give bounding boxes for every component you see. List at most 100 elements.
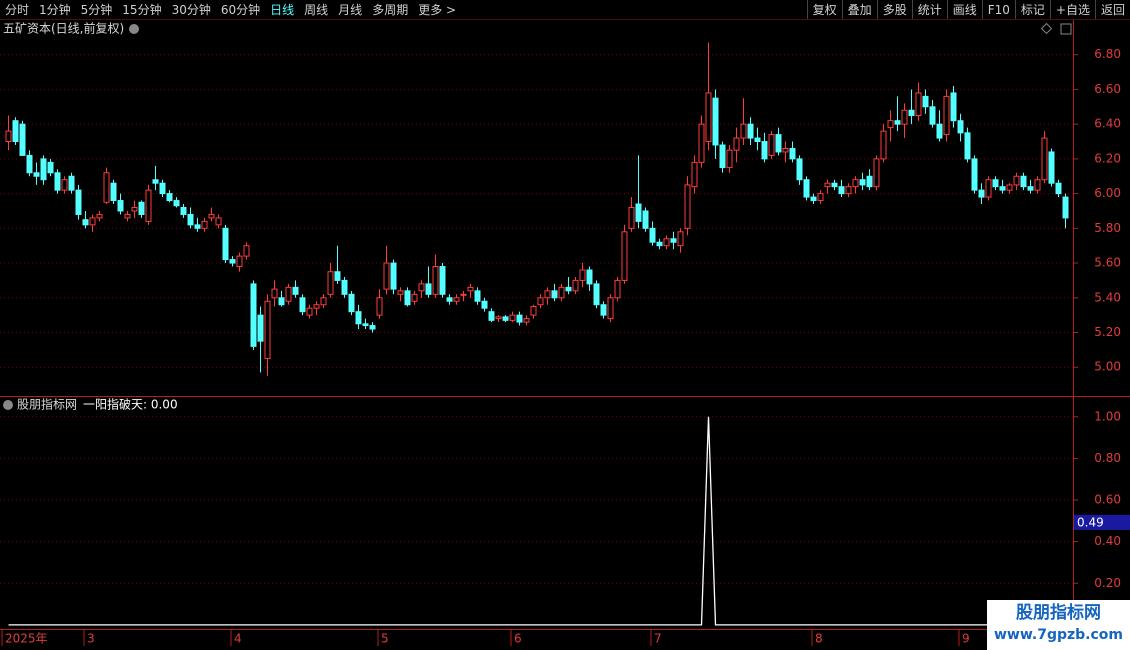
- panel-icon: [1040, 22, 1053, 35]
- candle-body: [824, 182, 831, 188]
- candle-body: [89, 217, 96, 226]
- candle-body: [572, 279, 579, 292]
- candle-body: [208, 213, 215, 219]
- toolbar-button[interactable]: 5分钟: [80, 3, 113, 17]
- toolbar-button[interactable]: F10: [981, 0, 1015, 19]
- candle-body: [950, 92, 957, 122]
- watermark-title: 股朋指标网: [1016, 603, 1101, 623]
- candle-body: [313, 304, 320, 309]
- candle-body: [544, 290, 551, 299]
- date-label: 7: [654, 632, 662, 646]
- candle-body: [411, 293, 418, 302]
- candle-body: [131, 207, 138, 212]
- toolbar-button[interactable]: 60分钟: [220, 3, 261, 17]
- candle-body: [943, 95, 950, 136]
- toolbar-button[interactable]: 1分钟: [39, 3, 71, 17]
- toolbar-button[interactable]: +自选: [1049, 0, 1095, 19]
- candle-body: [915, 92, 922, 116]
- candle-body: [754, 137, 761, 143]
- toolbar-button[interactable]: 标记: [1014, 0, 1050, 19]
- candle-body: [712, 97, 719, 146]
- toolbar-button[interactable]: 更多 >: [418, 3, 457, 17]
- candle-body: [936, 123, 943, 139]
- date-label: 6: [514, 632, 522, 646]
- candle-body: [467, 286, 474, 292]
- candle-body: [145, 189, 152, 222]
- candle-body: [446, 297, 453, 302]
- candle-body: [761, 141, 768, 160]
- candle-body: [1034, 179, 1041, 191]
- candle-body: [19, 123, 26, 156]
- toolbar-button[interactable]: 返回: [1094, 0, 1130, 19]
- candle-body: [61, 179, 68, 191]
- candle-body: [425, 283, 432, 295]
- toolbar-button[interactable]: 15分钟: [122, 3, 162, 17]
- toolbar-button[interactable]: 30分钟: [171, 3, 211, 17]
- toolbar: 分时 1分钟 5分钟 15分钟 30分钟 60分钟 日线 周线 月线 多周期 更多 > 复权 叠加 多股…: [0, 0, 1130, 19]
- candle-body: [985, 179, 992, 198]
- candle-body: [75, 189, 82, 215]
- candle-body: [1006, 184, 1013, 191]
- candle-body: [82, 219, 89, 226]
- y-tick-label: 5.60: [1094, 256, 1121, 270]
- toolbar-button[interactable]: 多周期: [372, 3, 409, 17]
- candle-body: [159, 182, 166, 195]
- candle-body: [390, 262, 397, 290]
- watermark: 股朋指标网 www.7gpzb.com: [987, 600, 1130, 650]
- candle-body: [565, 286, 572, 292]
- candle-body: [670, 238, 677, 243]
- candle-body: [551, 290, 558, 299]
- candle-body: [376, 297, 383, 316]
- candle-body: [138, 201, 145, 215]
- candle-body: [894, 120, 901, 125]
- title-menu-icon: [3, 400, 13, 410]
- candle-body: [12, 120, 19, 143]
- candle-body: [859, 179, 866, 186]
- title-menu-icon: [129, 24, 139, 34]
- candle-body: [173, 200, 180, 207]
- candle-body: [1048, 151, 1055, 184]
- candle-body: [964, 132, 971, 160]
- candle-body: [775, 134, 782, 153]
- y-tick-label: 6.20: [1094, 151, 1121, 165]
- candle-body: [96, 213, 103, 219]
- candle-body: [54, 172, 61, 191]
- toolbar-button[interactable]: 日线: [270, 3, 295, 17]
- candle-body: [250, 283, 257, 347]
- candle-body: [978, 189, 985, 198]
- indicator-title: 一阳指破天: 0.00: [83, 397, 178, 412]
- candle-body: [817, 193, 824, 202]
- toolbar-button[interactable]: 月线: [338, 3, 363, 17]
- toolbar-button[interactable]: 复权: [806, 0, 842, 19]
- candle-body: [306, 307, 313, 316]
- candle-body: [320, 297, 327, 306]
- indicator-source: 股朋指标网: [17, 397, 77, 412]
- toolbar-button[interactable]: 统计: [911, 0, 947, 19]
- cursor-value-box: [1074, 514, 1130, 530]
- toolbar-button[interactable]: 叠加: [841, 0, 877, 19]
- y-tick-label: 0.80: [1094, 451, 1121, 465]
- toolbar-button[interactable]: 多股: [876, 0, 912, 19]
- candle-body: [579, 269, 586, 281]
- candle-body: [1027, 186, 1034, 191]
- candle-body: [229, 259, 236, 264]
- candle-body: [257, 314, 264, 342]
- candle-body: [124, 213, 131, 219]
- candle-body: [768, 134, 775, 156]
- toolbar-button[interactable]: 周线: [304, 3, 329, 17]
- toolbar-button[interactable]: 分时: [5, 3, 30, 17]
- candle-body: [663, 238, 670, 247]
- candle-body: [635, 203, 642, 222]
- toolbar-button[interactable]: 画线: [946, 0, 982, 19]
- candle-body: [607, 297, 614, 320]
- candle-body: [509, 314, 516, 321]
- y-tick-label: 5.80: [1094, 221, 1121, 235]
- candle-body: [586, 269, 593, 285]
- candle-body: [719, 144, 726, 169]
- y-tick-label: 5.20: [1094, 325, 1121, 339]
- candle-body: [705, 92, 712, 143]
- candle-body: [530, 305, 537, 316]
- candle-body: [404, 290, 411, 306]
- candle-body: [831, 182, 838, 188]
